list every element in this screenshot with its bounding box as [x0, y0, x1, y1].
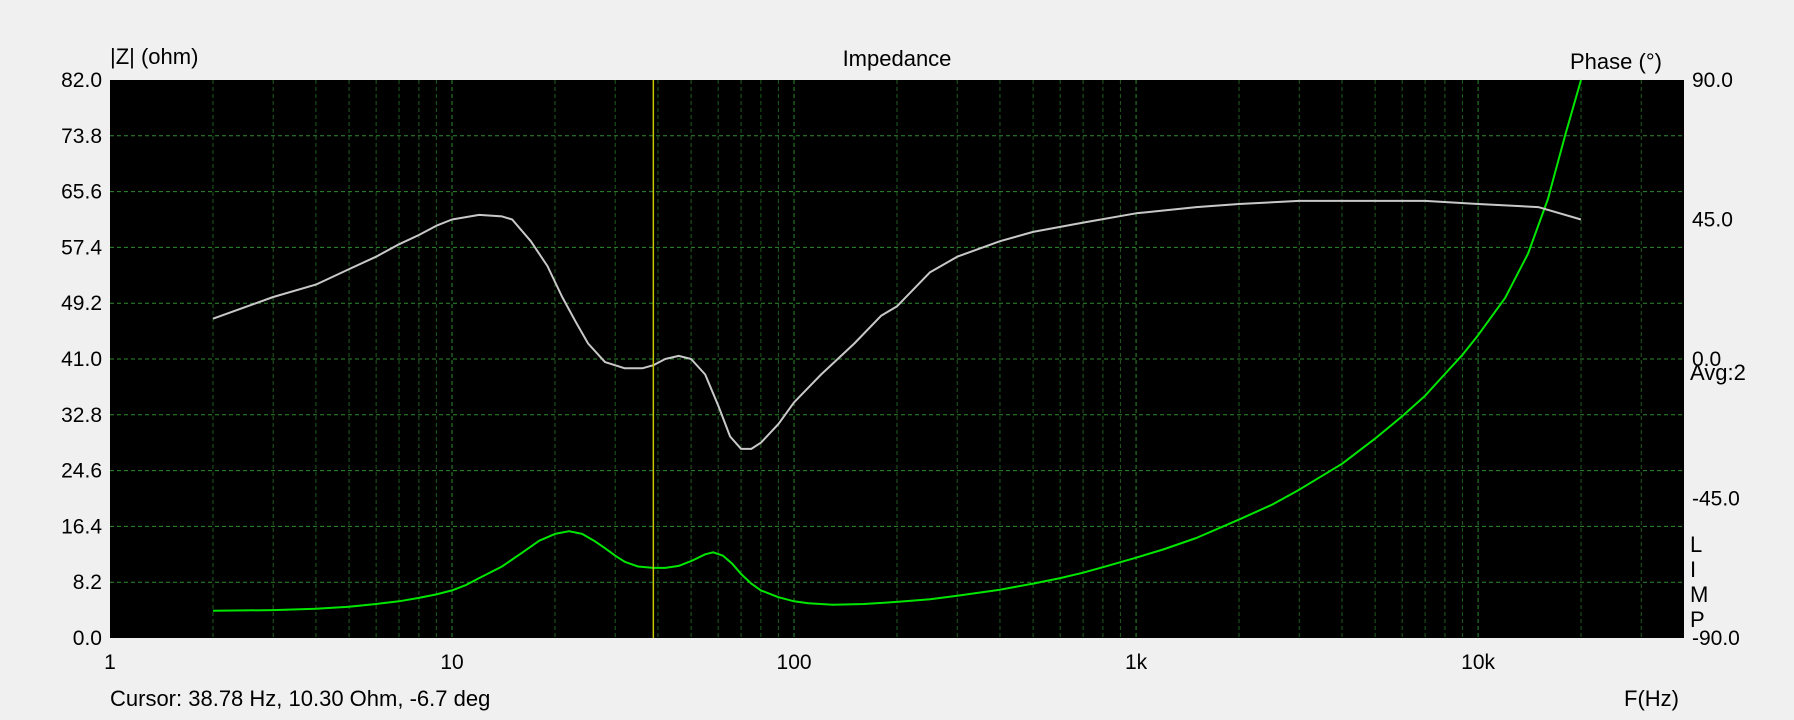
y-left-tick-label: 0.0 [73, 627, 102, 650]
x-tick-label: 1k [1125, 651, 1148, 674]
y-left-tick-label: 24.6 [61, 460, 102, 483]
y-axis-left-label: |Z| (ohm) [110, 44, 199, 69]
x-tick-label: 10 [440, 651, 463, 674]
y-right-tick-label: 90.0 [1692, 69, 1733, 92]
y-left-tick-label: 65.6 [61, 181, 102, 204]
x-tick-label: 1 [104, 651, 116, 674]
y-left-tick-label: 73.8 [61, 125, 102, 148]
limp-letter: I [1690, 557, 1697, 582]
y-left-tick-label: 16.4 [61, 515, 102, 538]
limp-label: L I M P [1690, 532, 1708, 632]
y-left-tick-label: 82.0 [61, 69, 102, 92]
cursor-readout: Cursor: 38.78 Hz, 10.30 Ohm, -6.7 deg [110, 686, 491, 711]
y-right-tick-label: -90.0 [1692, 627, 1740, 650]
limp-letter: L [1690, 532, 1703, 557]
y-axis-right-label: Phase (°) [1570, 49, 1662, 74]
y-left-tick-label: 49.2 [61, 292, 102, 315]
phase-series-line [212, 199, 1582, 450]
averaging-label: Avg:2 [1690, 360, 1746, 385]
y-left-tick-label: 57.4 [61, 236, 102, 259]
series-layer [212, 79, 1582, 612]
x-tick-label: 10k [1461, 651, 1495, 674]
limp-letter: P [1690, 607, 1705, 632]
y-left-tick-label: 8.2 [73, 571, 102, 594]
y-left-tick-label: 32.8 [61, 404, 102, 427]
impedance-series-line [212, 79, 1582, 612]
x-axis-label: F(Hz) [1624, 686, 1679, 711]
y-right-tick-label: -45.0 [1692, 488, 1740, 511]
y-right-tick-label: 45.0 [1692, 209, 1733, 232]
y-left-tick-label: 41.0 [61, 348, 102, 371]
grid [110, 80, 1684, 638]
x-tick-label: 100 [777, 651, 812, 674]
chart-title: Impedance [842, 46, 952, 71]
limp-letter: M [1690, 582, 1709, 607]
y-right-tick-label: 0.0 [1692, 348, 1721, 371]
tick-labels: 0.0 8.2 16.4 24.6 32.8 41.0 49.2 57.4 65.6 73.8 82… [61, 69, 1740, 674]
